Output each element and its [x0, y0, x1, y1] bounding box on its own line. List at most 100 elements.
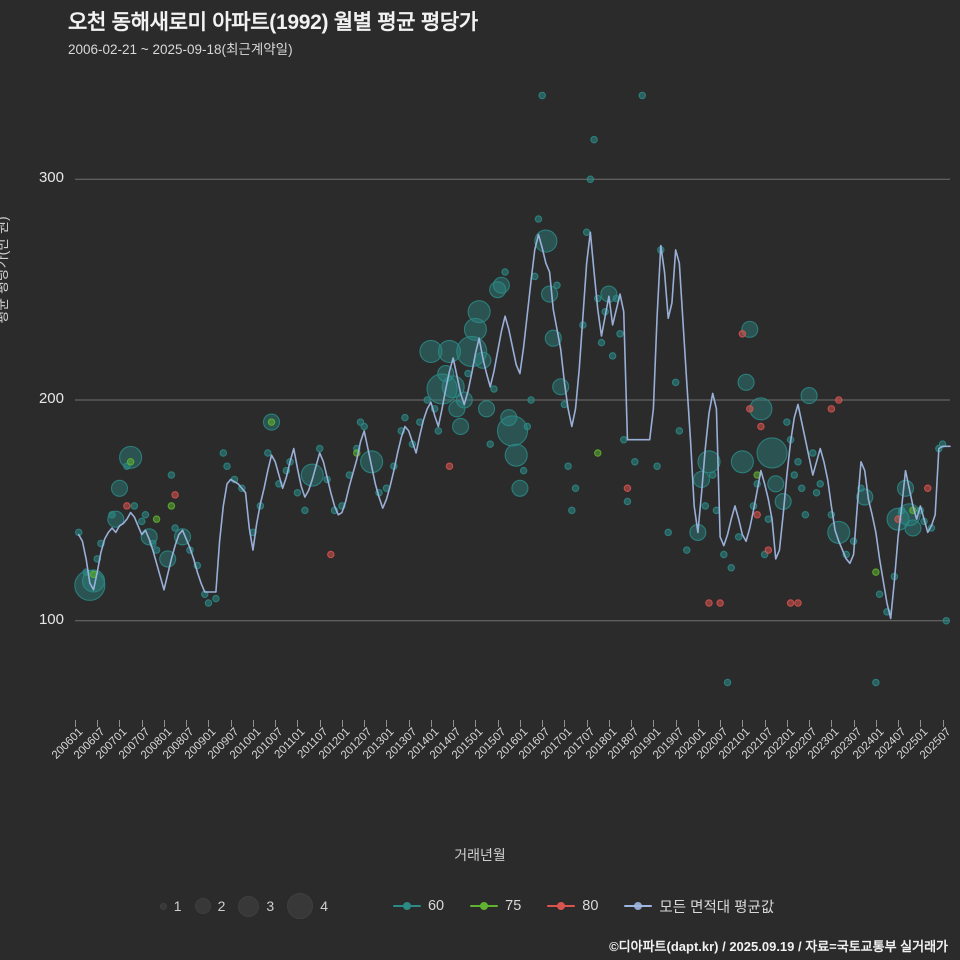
page-title: 오천 동해새로미 아파트(1992) 월별 평균 평당가: [68, 11, 478, 34]
data-point: [619, 435, 628, 444]
data-point: [501, 268, 509, 276]
data-point: [716, 599, 724, 607]
data-point: [167, 471, 176, 479]
x-axis-ticks: [75, 720, 950, 730]
data-point: [496, 415, 529, 447]
chart-subtitle: 2006-02-21 ~ 2025-09-18(최근계약일): [68, 42, 293, 57]
data-point: [219, 449, 228, 457]
data-point: [167, 502, 176, 510]
x-axis-tick-mark: [230, 720, 232, 727]
data-point: [734, 533, 743, 541]
data-point: [753, 511, 761, 519]
data-point: [126, 458, 135, 466]
legend-series-list: 60 75 80 모든 면적대 평균값: [392, 896, 800, 917]
x-axis-tick-mark: [631, 720, 633, 727]
data-point: [797, 484, 806, 493]
x-axis-tick-mark: [453, 720, 455, 727]
plot-canvas: [74, 91, 951, 687]
legend-size-item[interactable]: 2: [194, 898, 225, 914]
x-axis-tick-mark: [875, 720, 877, 727]
x-axis-tick-mark: [853, 720, 855, 727]
data-point: [523, 422, 532, 431]
data-point: [264, 449, 272, 457]
x-axis-tick-mark: [252, 720, 254, 727]
data-point: [401, 413, 409, 422]
data-point: [720, 550, 728, 559]
data-point: [756, 437, 788, 469]
data-point: [504, 443, 528, 467]
data-point: [467, 300, 491, 324]
legend-size-scale: 1 2 3 4: [159, 893, 341, 919]
x-axis-tick-mark: [297, 720, 299, 727]
x-axis-tick-mark: [675, 720, 677, 727]
x-axis-tick-mark: [697, 720, 699, 727]
data-point: [671, 378, 680, 387]
data-point: [141, 511, 150, 519]
data-point: [464, 369, 472, 378]
data-point: [519, 466, 528, 475]
x-axis-tick-mark: [831, 720, 833, 727]
data-point: [942, 616, 951, 625]
data-point: [675, 427, 684, 435]
data-point: [794, 599, 802, 607]
x-axis-title: 거래년월: [454, 847, 506, 863]
data-point: [783, 418, 791, 426]
data-point: [800, 387, 818, 405]
legend-series-item-75[interactable]: 75: [470, 898, 521, 914]
legend-size-item[interactable]: 3: [238, 895, 274, 917]
data-point: [623, 497, 632, 506]
data-point: [827, 520, 851, 544]
data-point: [816, 480, 824, 488]
data-point: [757, 422, 765, 431]
y-axis-tick-label: 100: [38, 610, 64, 628]
data-point: [527, 396, 535, 404]
x-axis-tick-mark: [542, 720, 544, 727]
data-point: [445, 462, 454, 470]
data-point: [171, 491, 179, 499]
y-axis-title: 평균 평당가(만 원): [0, 216, 10, 324]
legend-size-dot-icon: [194, 898, 211, 914]
legend-swatch-icon: [624, 900, 653, 912]
data-point: [790, 471, 799, 479]
chart-header: 오천 동해새로미 아파트(1992) 월별 평균 평당가 2006-02-21 …: [68, 8, 478, 61]
legend-size-label: 1: [173, 898, 182, 914]
data-point: [301, 506, 309, 515]
legend-size-item[interactable]: 4: [287, 893, 328, 919]
legend-series-label: 모든 면적대 평균값: [659, 899, 775, 916]
legend-series-item-60[interactable]: 60: [392, 898, 444, 914]
data-point: [456, 335, 488, 367]
data-point: [597, 338, 606, 347]
legend-swatch-icon: [470, 900, 499, 912]
x-axis-tick-mark: [319, 720, 321, 727]
legend-size-dot-icon: [238, 895, 260, 917]
data-point: [423, 396, 431, 404]
x-axis-tick-mark: [341, 720, 343, 727]
legend-series-item-모든 면적대 평균값[interactable]: 모든 면적대 평균값: [624, 896, 774, 917]
x-axis-tick-mark: [97, 720, 99, 727]
legend-series-label: 75: [505, 898, 522, 914]
data-point: [490, 385, 498, 393]
legend-swatch-icon: [547, 900, 576, 912]
x-axis-tick-mark: [208, 720, 210, 727]
data-point: [564, 462, 572, 470]
data-point: [123, 502, 131, 510]
data-point: [590, 135, 598, 144]
legend-series-item-80[interactable]: 80: [547, 898, 598, 914]
data-point: [159, 550, 177, 568]
data-point: [204, 599, 213, 607]
data-point: [500, 409, 518, 427]
x-axis-tick-mark: [163, 720, 165, 727]
data-point: [705, 599, 713, 607]
legend-size-item[interactable]: 1: [159, 898, 182, 914]
data-point: [764, 515, 773, 523]
average-line: [77, 231, 951, 620]
data-point: [872, 568, 880, 576]
data-point: [553, 281, 561, 289]
data-point: [293, 488, 302, 497]
data-point: [608, 352, 617, 360]
x-axis-tick-mark: [408, 720, 410, 727]
data-point: [419, 339, 443, 363]
y-axis-tick-label: 300: [38, 169, 64, 187]
data-point: [582, 228, 591, 237]
x-axis-tick-mark: [519, 720, 521, 727]
